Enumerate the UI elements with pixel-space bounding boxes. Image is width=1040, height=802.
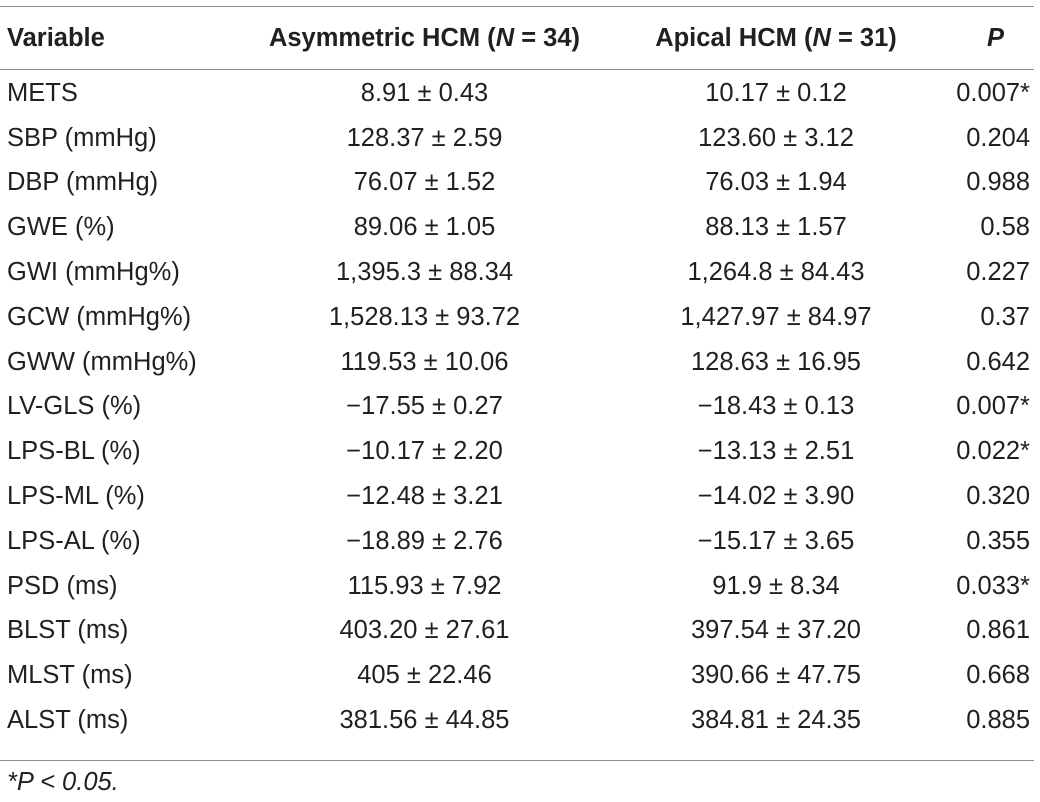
asymmetric-value-cell: 381.56 ± 44.85 bbox=[339, 706, 510, 735]
table-row: GWI (mmHg%) 1,395.3 ± 88.34 1,264.8 ± 84.4… bbox=[0, 250, 1036, 295]
header-row: Variable Asymmetric HCM (N = 34) Apical … bbox=[0, 7, 1036, 69]
p-value-cell: 0.204 bbox=[966, 123, 1030, 152]
apical-value-cell: 1,427.97 ± 84.97 bbox=[680, 302, 872, 331]
apical-value-cell: 384.81 ± 24.35 bbox=[691, 706, 861, 735]
apical-value-cell: 397.54 ± 37.20 bbox=[691, 616, 861, 645]
variable-cell: GWW (mmHg%) bbox=[7, 347, 197, 376]
variable-cell: METS bbox=[7, 78, 78, 107]
table-row: GWW (mmHg%) 119.53 ± 10.06 128.63 ± 16.95 0… bbox=[0, 340, 1036, 385]
variable-cell: BLST (ms) bbox=[7, 616, 129, 645]
asymmetric-value-cell: −12.48 ± 3.21 bbox=[346, 482, 503, 511]
p-value-cell: 0.37 bbox=[980, 302, 1030, 331]
variable-cell: PSD (ms) bbox=[7, 571, 118, 600]
variable-cell: LPS-AL (%) bbox=[7, 526, 141, 555]
apical-value-cell: 1,264.8 ± 84.43 bbox=[687, 258, 865, 287]
table-row: METS 8.91 ± 0.43 10.17 ± 0.12 0.007* bbox=[0, 69, 1036, 116]
header-asymmetric-n: N bbox=[495, 23, 515, 52]
table-top-rule bbox=[0, 6, 1034, 7]
variable-cell: GCW (mmHg%) bbox=[7, 302, 192, 331]
apical-value-cell: 88.13 ± 1.57 bbox=[705, 213, 847, 242]
asymmetric-value-cell: 89.06 ± 1.05 bbox=[353, 213, 496, 242]
asymmetric-value-cell: −17.55 ± 0.27 bbox=[346, 392, 503, 421]
header-apical-hcm: Apical HCM (N = 31) bbox=[617, 7, 935, 69]
p-value-cell: 0.58 bbox=[980, 213, 1030, 242]
p-value-cell: 0.007* bbox=[956, 78, 1030, 107]
table-row: BLST (ms) 403.20 ± 27.61 397.54 ± 37.20 0.8… bbox=[0, 609, 1036, 654]
table-row: SBP (mmHg) 128.37 ± 2.59 123.60 ± 3.12 0.20… bbox=[0, 116, 1036, 161]
apical-value-cell: 91.9 ± 8.34 bbox=[712, 571, 840, 600]
p-value-cell: 0.320 bbox=[966, 482, 1030, 511]
asymmetric-value-cell: 403.20 ± 27.61 bbox=[339, 616, 510, 645]
table-row: GWE (%) 89.06 ± 1.05 88.13 ± 1.57 0.58 bbox=[0, 205, 1036, 250]
asymmetric-value-cell: 115.93 ± 7.92 bbox=[347, 571, 502, 600]
comparison-table: Variable Asymmetric HCM (N = 34) Apical … bbox=[0, 7, 1036, 743]
p-value-cell: 0.642 bbox=[966, 347, 1030, 376]
table-footnote: *P < 0.05. bbox=[7, 768, 119, 796]
apical-value-cell: 10.17 ± 0.12 bbox=[705, 78, 847, 107]
table-row: MLST (ms) 405 ± 22.46 390.66 ± 47.75 0.668 bbox=[0, 653, 1036, 698]
variable-cell: GWE (%) bbox=[7, 213, 115, 242]
apical-value-cell: −13.13 ± 2.51 bbox=[697, 437, 855, 466]
asymmetric-value-cell: 8.91 ± 0.43 bbox=[360, 78, 489, 107]
header-asymmetric-count: = 34) bbox=[514, 23, 581, 52]
variable-cell: LPS-ML (%) bbox=[7, 482, 145, 511]
table-row: LV-GLS (%) −17.55 ± 0.27 −18.43 ± 0.13 0.00… bbox=[0, 385, 1036, 430]
table-header: Variable Asymmetric HCM (N = 34) Apical … bbox=[0, 7, 1036, 69]
asymmetric-value-cell: −10.17 ± 2.20 bbox=[346, 437, 503, 466]
table-row: GCW (mmHg%) 1,528.13 ± 93.72 1,427.97 ± 84… bbox=[0, 295, 1036, 340]
variable-cell: ALST (ms) bbox=[7, 706, 129, 735]
table-row: LPS-ML (%) −12.48 ± 3.21 −14.02 ± 3.90 0.32… bbox=[0, 474, 1036, 519]
header-variable: Variable bbox=[7, 23, 105, 52]
table-row: LPS-BL (%) −10.17 ± 2.20 −13.13 ± 2.51 0.02… bbox=[0, 429, 1036, 474]
table-row: ALST (ms) 381.56 ± 44.85 384.81 ± 24.35 0.8… bbox=[0, 698, 1036, 743]
asymmetric-value-cell: −18.89 ± 2.76 bbox=[346, 526, 503, 555]
p-value-cell: 0.033* bbox=[956, 571, 1030, 600]
p-value-cell: 0.022* bbox=[956, 437, 1030, 466]
apical-value-cell: 123.60 ± 3.12 bbox=[698, 123, 854, 152]
header-p-value: P bbox=[986, 23, 1004, 52]
variable-cell: LPS-BL (%) bbox=[7, 437, 141, 466]
asymmetric-value-cell: 1,528.13 ± 93.72 bbox=[328, 302, 521, 331]
table-header-rule bbox=[0, 69, 1034, 70]
table-bottom-rule bbox=[0, 760, 1034, 761]
table-body: METS 8.91 ± 0.43 10.17 ± 0.12 0.007* SBP (mm… bbox=[0, 69, 1036, 743]
header-apical-count: = 31) bbox=[830, 23, 897, 52]
p-value-cell: 0.355 bbox=[966, 526, 1030, 555]
p-value-cell: 0.988 bbox=[966, 168, 1030, 197]
header-apical-prefix: Apical HCM ( bbox=[655, 23, 813, 52]
apical-value-cell: −15.17 ± 3.65 bbox=[697, 526, 855, 555]
variable-cell: DBP (mmHg) bbox=[7, 168, 159, 197]
variable-cell: LV-GLS (%) bbox=[7, 392, 142, 421]
table-row: PSD (ms) 115.93 ± 7.92 91.9 ± 8.34 0.033* bbox=[0, 564, 1036, 609]
apical-value-cell: −18.43 ± 0.13 bbox=[697, 392, 855, 421]
asymmetric-value-cell: 76.07 ± 1.52 bbox=[353, 168, 496, 197]
asymmetric-value-cell: 128.37 ± 2.59 bbox=[346, 123, 503, 152]
p-value-cell: 0.668 bbox=[966, 661, 1030, 690]
apical-value-cell: 390.66 ± 47.75 bbox=[691, 661, 861, 690]
variable-cell: MLST (ms) bbox=[7, 661, 133, 690]
header-apical-n: N bbox=[812, 23, 831, 52]
header-asymmetric-hcm: Asymmetric HCM (N = 34) bbox=[232, 7, 617, 69]
p-value-cell: 0.885 bbox=[966, 706, 1030, 735]
variable-cell: GWI (mmHg%) bbox=[7, 258, 180, 287]
header-asymmetric-prefix: Asymmetric HCM ( bbox=[268, 23, 496, 52]
apical-value-cell: −14.02 ± 3.90 bbox=[697, 482, 855, 511]
variable-cell: SBP (mmHg) bbox=[7, 123, 157, 152]
table-row: DBP (mmHg) 76.07 ± 1.52 76.03 ± 1.94 0.988 bbox=[0, 161, 1036, 206]
p-value-cell: 0.861 bbox=[966, 616, 1030, 645]
apical-value-cell: 76.03 ± 1.94 bbox=[705, 168, 847, 197]
asymmetric-value-cell: 119.53 ± 10.06 bbox=[340, 347, 509, 376]
p-value-cell: 0.227 bbox=[966, 258, 1030, 287]
p-value-cell: 0.007* bbox=[956, 392, 1030, 421]
table-row: LPS-AL (%) −18.89 ± 2.76 −15.17 ± 3.65 0.35… bbox=[0, 519, 1036, 564]
asymmetric-value-cell: 1,395.3 ± 88.34 bbox=[335, 258, 514, 287]
apical-value-cell: 128.63 ± 16.95 bbox=[691, 347, 861, 376]
asymmetric-value-cell: 405 ± 22.46 bbox=[357, 661, 492, 690]
